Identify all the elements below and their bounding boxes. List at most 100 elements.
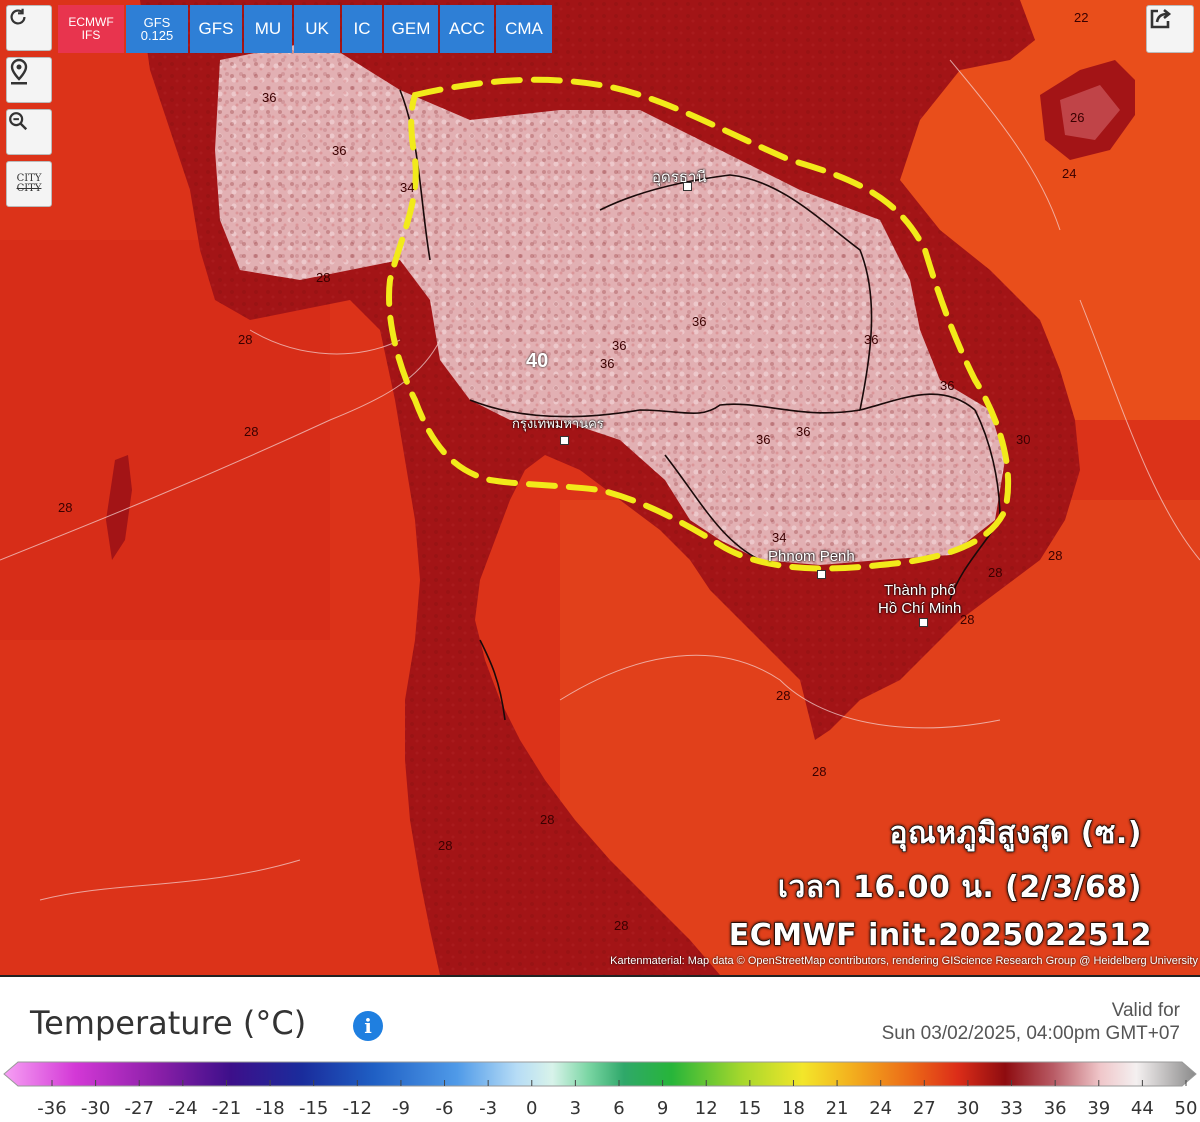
scale-tick-label: -12 xyxy=(342,1098,372,1119)
model-line: 0.125 xyxy=(140,28,174,43)
isotherm-label: 36 xyxy=(612,338,627,353)
scale-tick-label: -15 xyxy=(298,1098,329,1119)
model-line: GFS xyxy=(143,15,171,30)
isotherm-label: 24 xyxy=(1062,166,1077,181)
scale-tick-label: -36 xyxy=(37,1098,67,1119)
isotherm-label: 26 xyxy=(1070,110,1085,125)
scale-tick-label: 6 xyxy=(613,1098,625,1119)
model-gfs[interactable]: GFS xyxy=(190,5,242,53)
scale-tick-label: 36 xyxy=(1043,1098,1067,1119)
isotherm-label: 40 xyxy=(526,350,549,372)
valid-for-label: Valid for xyxy=(1111,1000,1180,1021)
scale-tick-label: -9 xyxy=(391,1098,410,1119)
isotherm-label: 30 xyxy=(1016,432,1031,447)
city-marker xyxy=(683,182,692,191)
scale-tick-labels: -36 -30 -27 -24 -21 -18 -15 -12 -9 -6 -3 0 3 6 9 12 15 18… xyxy=(0,1098,1200,1122)
city-marker xyxy=(560,436,569,445)
caption-line-3: ECMWF init.2025022512 xyxy=(728,917,1152,953)
scale-tick-label: 18 xyxy=(782,1098,805,1119)
isotherm-label: 28 xyxy=(238,332,253,347)
city-marker xyxy=(817,570,826,579)
model-acc[interactable]: ACC xyxy=(440,5,494,53)
scale-tick-label: -21 xyxy=(211,1098,242,1119)
scale-tick-label: -18 xyxy=(255,1098,285,1119)
scale-tick-label: 3 xyxy=(569,1098,582,1119)
model-line: IFS xyxy=(81,28,101,42)
isotherm-label: 34 xyxy=(400,180,415,195)
city-label-hcmc-line2: Hồ Chí Minh xyxy=(878,600,962,617)
isotherm-label: 36 xyxy=(796,424,811,439)
isotherm-label: 28 xyxy=(244,424,259,439)
caption-line-2: เวลา 16.00 น. (2/3/68) xyxy=(777,869,1142,905)
isotherm-label: 28 xyxy=(776,688,791,703)
model-line: ECMWF xyxy=(68,15,114,29)
isotherm-label: 28 xyxy=(988,565,1003,580)
isotherm-label: 34 xyxy=(772,530,787,545)
isotherm-label: 36 xyxy=(600,356,615,371)
forecast-map[interactable]: 36 36 34 28 28 28 28 40 36 36 36 36 36 3… xyxy=(0,0,1200,977)
color-scale-bar xyxy=(3,1061,1197,1087)
temperature-field xyxy=(0,0,1200,975)
model-cma[interactable]: CMA xyxy=(496,5,552,53)
scale-tick-label: 24 xyxy=(869,1098,893,1119)
model-ic[interactable]: IC xyxy=(342,5,382,53)
location-pin-icon xyxy=(10,58,28,85)
isotherm-label: 28 xyxy=(960,612,975,627)
scale-tick-label: 39 xyxy=(1087,1098,1111,1119)
model-selector: ECMWF IFS GFS 0.125 GFS MU UK IC GEM ACC C… xyxy=(58,5,552,53)
model-ecmwf-ifs[interactable]: ECMWF IFS xyxy=(58,5,124,53)
city-label: CITY xyxy=(16,173,42,184)
scale-tick-label: 33 xyxy=(1000,1098,1023,1119)
scale-tick-label: 12 xyxy=(694,1098,718,1119)
isotherm-label: 36 xyxy=(332,143,347,158)
scale-tick-label: 15 xyxy=(738,1098,762,1119)
caption-line-1: อุณหภูมิสูงสุด (ซ.) xyxy=(889,815,1142,851)
scale-tick-label: 0 xyxy=(526,1098,538,1119)
city-toggle-button[interactable]: CITY CITY xyxy=(6,161,52,207)
isotherm-label: 28 xyxy=(540,812,555,827)
isotherm-label: 28 xyxy=(438,838,453,853)
isotherm-label: 36 xyxy=(692,314,707,329)
scale-tick-label: -30 xyxy=(80,1098,111,1119)
share-button[interactable] xyxy=(1146,5,1194,53)
city-label-bangkok: กรุงเทพมหานคร xyxy=(512,416,604,431)
scale-tick-label: 27 xyxy=(912,1098,936,1119)
isotherm-label: 28 xyxy=(1048,548,1063,563)
scale-tick-label: 21 xyxy=(825,1098,849,1119)
info-icon[interactable]: i xyxy=(353,1011,383,1041)
scale-tick-label: 50 xyxy=(1174,1098,1198,1119)
isotherm-label: 28 xyxy=(58,500,73,515)
refresh-button[interactable] xyxy=(6,5,52,51)
city-label-hcmc-line1: Thành phố xyxy=(884,582,956,599)
city-label-strike: CITY xyxy=(16,183,42,194)
zoom-out-button[interactable] xyxy=(6,109,52,155)
isotherm-label: 36 xyxy=(262,90,277,105)
model-uk[interactable]: UK xyxy=(294,5,340,53)
scale-tick-label: -24 xyxy=(168,1098,198,1119)
isotherm-label: 36 xyxy=(756,432,771,447)
scale-tick-label: 30 xyxy=(956,1098,980,1119)
scale-tick-label: 9 xyxy=(656,1098,669,1119)
city-label-phnom-penh: Phnom Penh xyxy=(768,548,855,565)
highlight-region-outline xyxy=(386,76,1012,572)
isotherm-label: 28 xyxy=(812,764,827,779)
scale-tick-label: -27 xyxy=(124,1098,154,1119)
refresh-icon xyxy=(10,8,26,25)
valid-date: Sun 03/02/2025, 04:00pm GMT+07 xyxy=(881,1023,1180,1044)
model-gem[interactable]: GEM xyxy=(384,5,438,53)
isotherm-label: 28 xyxy=(316,270,331,285)
isotherm-label: 22 xyxy=(1074,10,1089,25)
scale-tick-label: -6 xyxy=(435,1098,454,1119)
model-mu[interactable]: MU xyxy=(244,5,292,53)
model-gfs-0125[interactable]: GFS 0.125 xyxy=(126,5,188,53)
zoom-out-icon xyxy=(9,112,28,131)
scale-tick-label: 44 xyxy=(1130,1098,1154,1119)
isotherm-label: 28 xyxy=(614,918,629,933)
map-attribution: Kartenmaterial: Map data © OpenStreetMap… xyxy=(610,955,1198,967)
share-icon xyxy=(1150,8,1172,29)
isotherm-label: 36 xyxy=(864,332,879,347)
scale-tick-label: -3 xyxy=(479,1098,498,1119)
legend-title: Temperature (°C) xyxy=(30,1004,307,1042)
city-label-udon: อุดรธานี xyxy=(652,169,707,186)
locate-button[interactable] xyxy=(6,57,52,103)
